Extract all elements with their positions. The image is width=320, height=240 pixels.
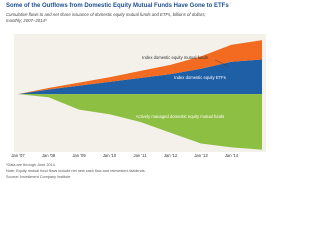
x-tick-label: Jan '10 [103, 153, 117, 158]
area [18, 40, 262, 95]
x-tick-label: Jan '14 [225, 153, 239, 158]
area [18, 59, 262, 95]
area [18, 94, 262, 150]
note: Note: Equity mutual fund flows include n… [6, 169, 146, 173]
x-tick-label: Jan '08 [42, 153, 56, 158]
series-label: Index domestic equity mutual funds [142, 55, 208, 60]
label-leader [214, 59, 229, 67]
x-tick-label: Jan '13 [194, 153, 208, 158]
chart: Jan '07 Jan '08 Jan '09 Jan '10 Jan '11 Jan '… [11, 34, 266, 158]
x-tick-label: Jan '12 [164, 153, 178, 158]
series-label: Index domestic equity ETFs [174, 75, 226, 80]
x-tick-label: Jan '09 [72, 153, 86, 158]
note: Source: Investment Company Institute [6, 175, 71, 179]
page: Some of the Outflows from Domestic Equit… [6, 3, 266, 179]
note: *Data are through June 2014. [6, 163, 56, 167]
series-label: Actively managed domestic equity mutual … [136, 114, 224, 119]
chart-title: Some of the Outflows from Domestic Equit… [6, 3, 229, 9]
chart-subtitle: Cumulative flows to and net share issuan… [6, 12, 206, 23]
x-tick-label: Jan '07 [11, 153, 25, 158]
x-tick-label: Jan '11 [133, 153, 147, 158]
